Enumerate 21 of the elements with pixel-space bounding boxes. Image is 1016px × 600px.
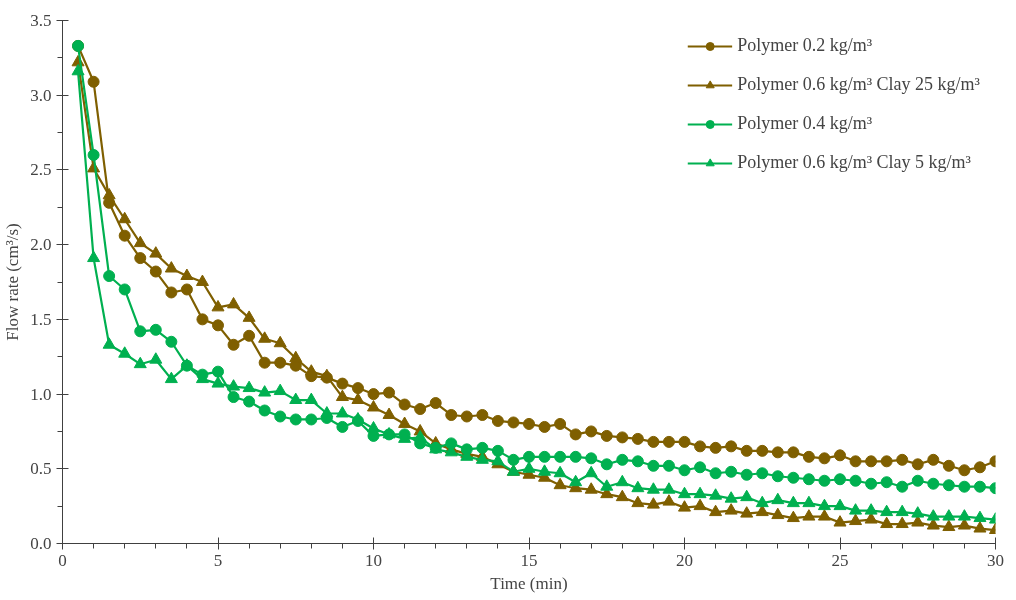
legend-label: Polymer 0.4 kg/m³ xyxy=(737,113,873,134)
y-tick-label: 1.0 xyxy=(30,384,52,404)
legend-label: Polymer 0.6 kg/m³ Clay 5 kg/m³ xyxy=(737,152,971,173)
x-tick-label: 15 xyxy=(520,550,538,570)
x-tick-label: 20 xyxy=(676,550,693,570)
y-tick-label: 1.5 xyxy=(30,309,52,329)
y-axis-title: Flow rate (cm³/s) xyxy=(3,223,23,341)
x-tick-label: 0 xyxy=(58,550,67,570)
legend-label: Polymer 0.6 kg/m³ Clay 25 kg/m³ xyxy=(737,74,980,95)
y-tick-label: 3.0 xyxy=(30,85,52,105)
x-tick-label: 10 xyxy=(365,550,382,570)
x-axis-title: Time (min) xyxy=(490,573,568,593)
legend-label: Polymer 0.2 kg/m³ xyxy=(737,35,873,56)
x-tick-label: 25 xyxy=(831,550,849,570)
y-tick-label: 2.5 xyxy=(30,160,52,180)
y-tick-label: 0.5 xyxy=(30,459,52,479)
y-tick-label: 0.0 xyxy=(30,534,52,553)
y-tick-label: 2.0 xyxy=(30,235,52,255)
x-tick-label: 30 xyxy=(987,550,1004,570)
x-tick-label: 5 xyxy=(213,550,223,570)
y-tick-label: 3.5 xyxy=(30,11,52,30)
